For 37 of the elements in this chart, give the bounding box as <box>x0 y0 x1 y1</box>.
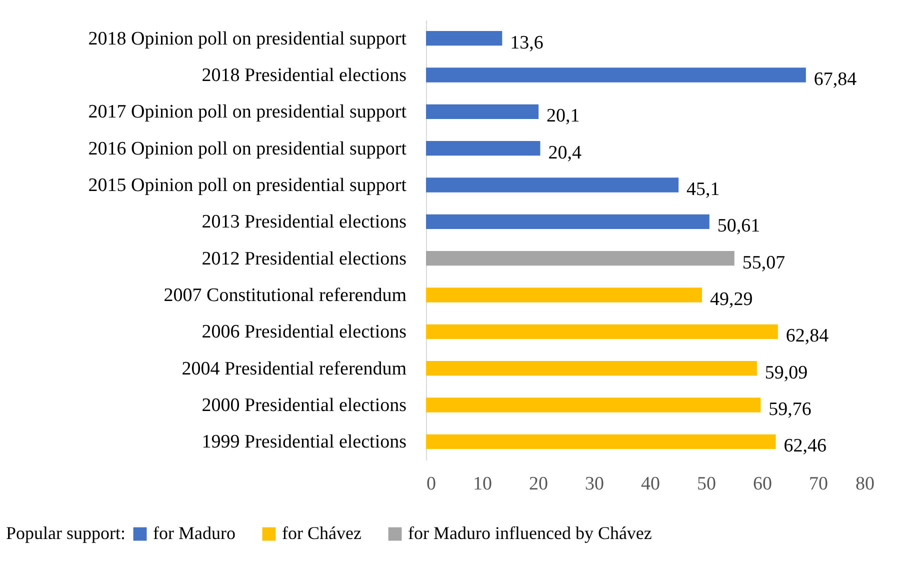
x-tick-label: 0 <box>426 474 436 494</box>
x-tick-label: 30 <box>585 474 604 494</box>
x-tick-label: 60 <box>753 474 772 494</box>
y-tick-label: 2006 Presidential elections <box>202 322 406 343</box>
data-label: 67,84 <box>814 69 858 90</box>
y-tick-label: 1999 Presidential elections <box>202 432 406 453</box>
y-tick-label: 2000 Presidential elections <box>202 395 406 416</box>
data-label: 20,4 <box>548 142 582 164</box>
legend-label: for Maduro influenced by Chávez <box>408 523 652 543</box>
legend-label: for Chávez <box>282 523 362 543</box>
y-tick-label: 2018 Opinion poll on presidential support <box>88 28 408 50</box>
data-label: 62,46 <box>784 436 827 457</box>
data-label: 20,1 <box>546 106 580 127</box>
x-tick-label: 40 <box>641 474 660 494</box>
y-tick-label: 2012 Presidential elections <box>202 248 406 270</box>
y-tick-label: 2004 Presidential referendum <box>182 358 407 380</box>
x-tick-label: 20 <box>529 474 548 494</box>
y-tick-label: 2017 Opinion poll on presidential support <box>88 102 408 123</box>
x-tick-label: 10 <box>473 474 492 494</box>
x-tick-label: 70 <box>809 474 828 494</box>
data-label: 50,61 <box>717 216 760 237</box>
data-label: 49,29 <box>710 289 753 310</box>
x-tick-label: 80 <box>856 474 874 494</box>
data-label: 59,09 <box>764 362 808 384</box>
data-label: 55,07 <box>742 252 786 274</box>
data-label: 59,76 <box>768 399 812 420</box>
y-tick-label: 2007 Constitutional referendum <box>164 285 407 306</box>
legend-label: for Maduro <box>153 523 236 543</box>
data-label: 62,84 <box>786 326 830 347</box>
data-label: 45,1 <box>686 179 720 200</box>
data-label: 13,6 <box>510 32 544 54</box>
y-tick-label: 2016 Opinion poll on presidential support <box>88 138 408 160</box>
y-tick-label: 2015 Opinion poll on presidential support <box>88 175 408 196</box>
y-tick-label: 2018 Presidential elections <box>202 65 406 86</box>
y-tick-label: 2013 Presidential elections <box>202 212 406 233</box>
x-tick-label: 50 <box>697 474 716 494</box>
legend-title: Popular support: <box>6 523 126 543</box>
